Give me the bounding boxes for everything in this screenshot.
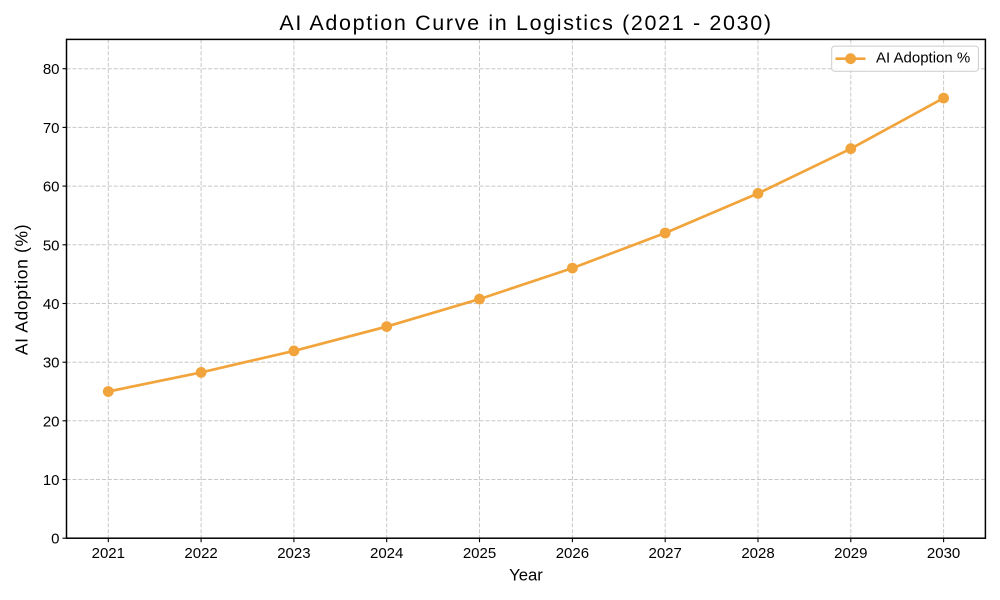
svg-text:40: 40	[43, 296, 60, 313]
svg-text:0: 0	[51, 531, 59, 548]
svg-text:AI Adoption %: AI Adoption %	[876, 50, 970, 67]
svg-text:2027: 2027	[649, 545, 682, 562]
svg-text:2030: 2030	[927, 545, 960, 562]
svg-text:2028: 2028	[741, 545, 774, 562]
svg-text:80: 80	[43, 61, 60, 78]
svg-text:2026: 2026	[556, 545, 589, 562]
svg-text:10: 10	[43, 472, 60, 489]
svg-text:2024: 2024	[370, 545, 403, 562]
svg-text:2021: 2021	[92, 545, 125, 562]
svg-text:2029: 2029	[834, 545, 867, 562]
svg-text:50: 50	[43, 237, 60, 254]
svg-text:2025: 2025	[463, 545, 496, 562]
svg-text:AI Adoption Curve in Logistics: AI Adoption Curve in Logistics (2021 - 2…	[279, 11, 772, 35]
svg-text:2022: 2022	[184, 545, 217, 562]
svg-text:70: 70	[43, 120, 60, 137]
svg-text:AI Adoption (%): AI Adoption (%)	[11, 224, 31, 355]
svg-text:2023: 2023	[277, 545, 310, 562]
svg-text:30: 30	[43, 355, 60, 372]
svg-text:20: 20	[43, 413, 60, 430]
svg-text:Year: Year	[509, 565, 543, 584]
svg-text:60: 60	[43, 179, 60, 196]
